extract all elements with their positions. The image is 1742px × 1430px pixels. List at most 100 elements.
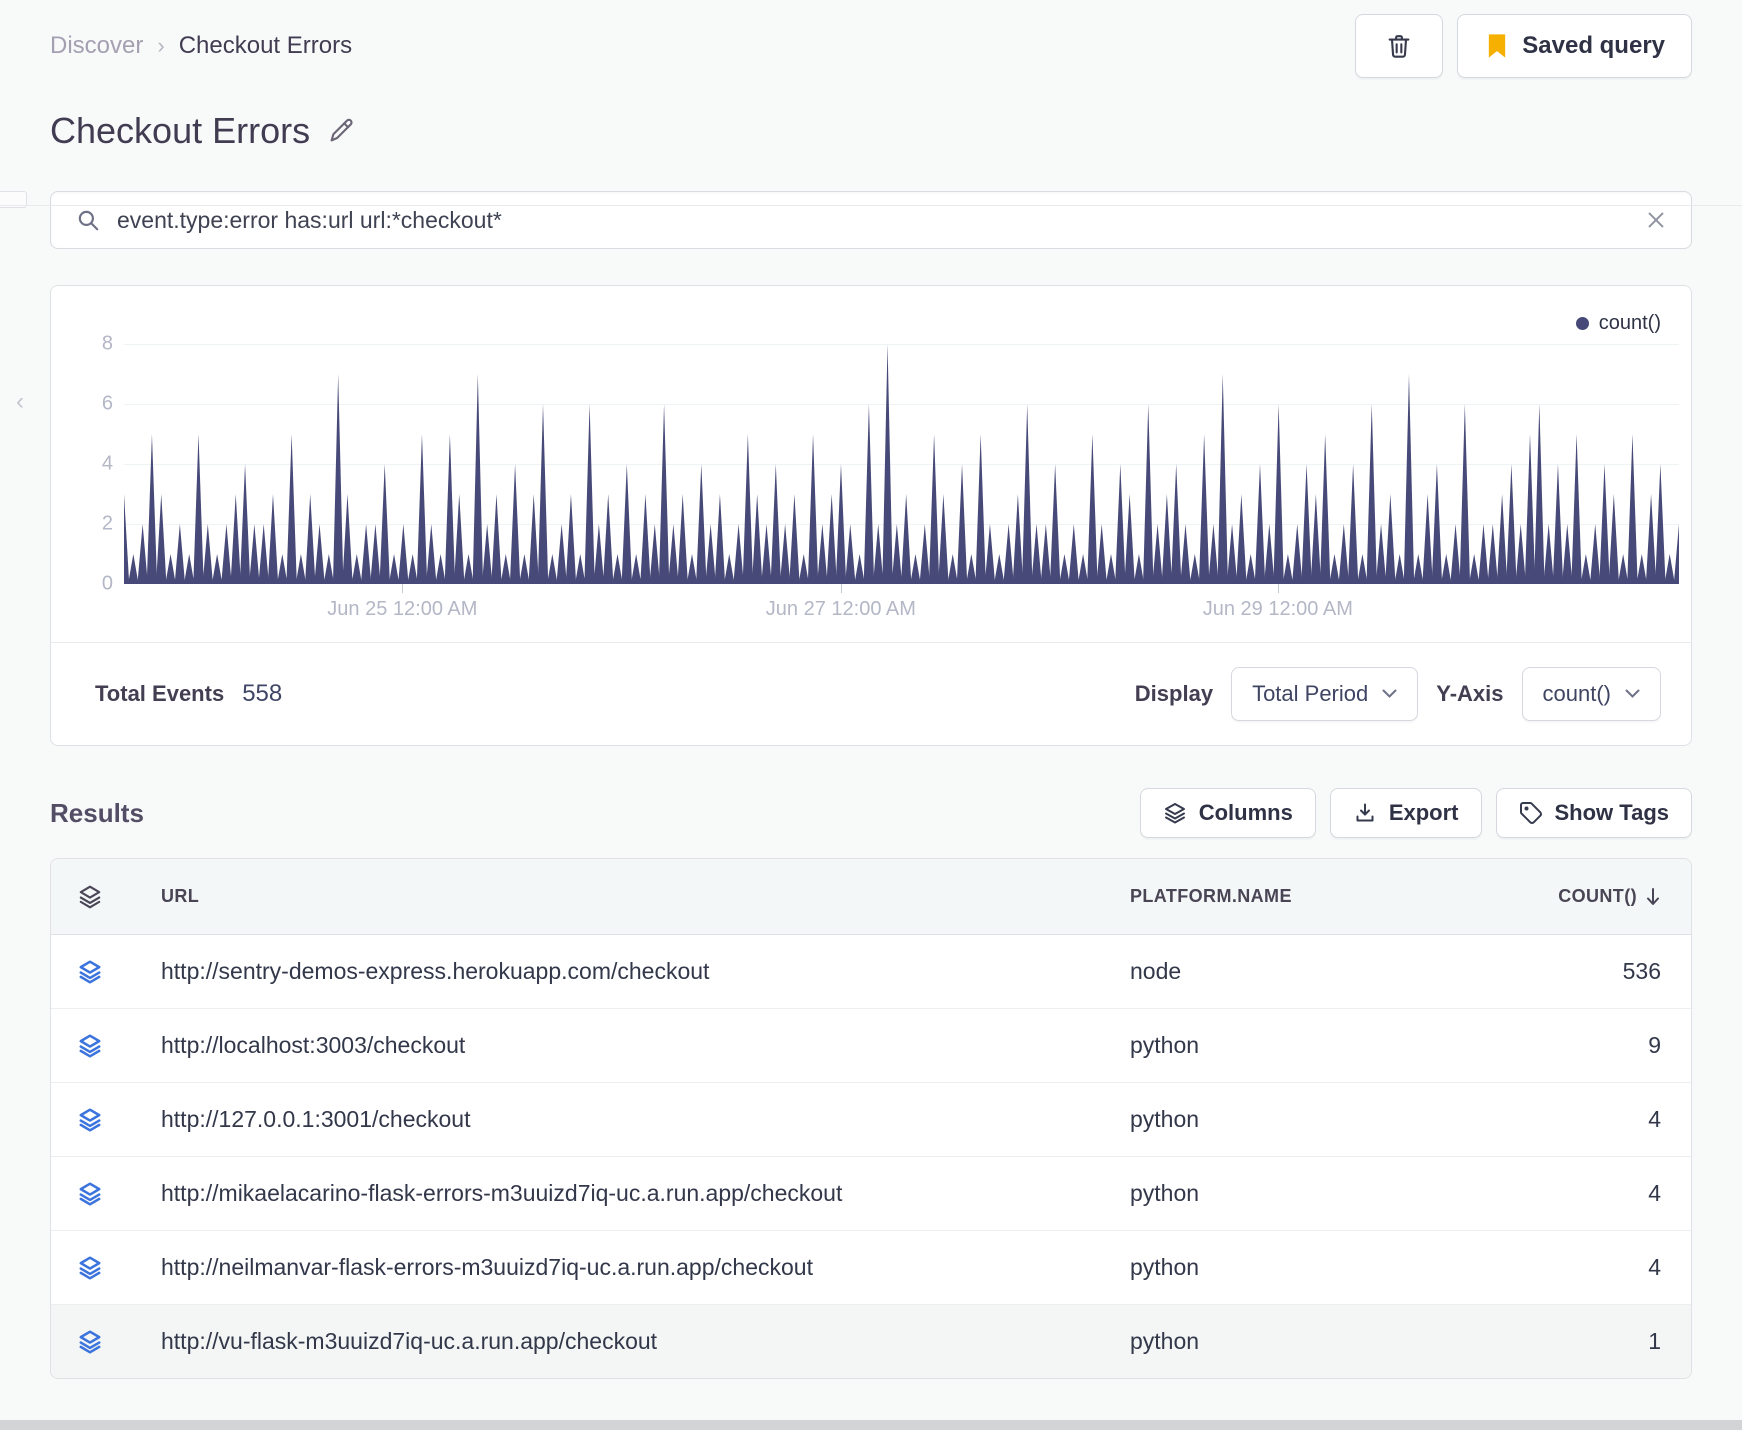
layers-icon (77, 959, 135, 985)
display-label: Display (1134, 681, 1214, 706)
close-icon[interactable] (1645, 209, 1667, 231)
column-header-count[interactable]: COUNT() (1491, 886, 1661, 907)
layers-icon[interactable] (77, 884, 135, 910)
sidebar-tab[interactable] (0, 191, 27, 208)
breadcrumb-current: Checkout Errors (178, 32, 353, 59)
legend-dot-icon (1575, 317, 1589, 330)
chevron-down-icon (1382, 689, 1397, 699)
sidebar-collapse-icon[interactable]: ‹ (16, 388, 24, 415)
y-tick-label: 0 (101, 572, 113, 595)
row-platform: node (1130, 958, 1182, 984)
y-axis-select-value: count() (1542, 681, 1611, 706)
sort-desc-arrow-icon (1645, 887, 1661, 906)
horizontal-scrollbar[interactable] (0, 1420, 1742, 1430)
page-title: Checkout Errors (50, 110, 1692, 152)
total-events-label: Total Events (95, 681, 225, 706)
table-body: http://sentry-demos-express.herokuapp.co… (51, 935, 1691, 1378)
row-platform: python (1130, 1180, 1200, 1206)
row-count: 4 (1648, 1254, 1661, 1280)
y-tick-label: 4 (101, 452, 113, 475)
layers-icon (1163, 801, 1187, 825)
row-platform: python (1130, 1106, 1200, 1132)
search-bar[interactable]: event.type:error has:url url:*checkout* (50, 191, 1692, 249)
table-row[interactable]: http://localhost:3003/checkout python 9 (51, 1008, 1691, 1082)
layers-icon (77, 1033, 135, 1059)
chevron-right-icon: › (157, 33, 165, 58)
chart-plot[interactable] (124, 344, 1679, 584)
results-heading: Results (50, 797, 144, 828)
search-input[interactable]: event.type:error has:url url:*checkout* (117, 206, 502, 233)
top-bar: Discover › Checkout Errors (50, 0, 1692, 78)
x-tick-label: Jun 27 12:00 AM (765, 598, 916, 620)
legend-label: count() (1598, 312, 1661, 334)
show-tags-label: Show Tags (1554, 800, 1670, 825)
display-select[interactable]: Total Period (1231, 667, 1419, 721)
row-url[interactable]: http://localhost:3003/checkout (161, 1032, 466, 1058)
row-url[interactable]: http://vu-flask-m3uuizd7iq-uc.a.run.app/… (161, 1328, 658, 1354)
tag-icon (1519, 801, 1543, 825)
row-count: 536 (1622, 958, 1661, 984)
table-row[interactable]: http://sentry-demos-express.herokuapp.co… (51, 935, 1691, 1008)
search-icon (75, 207, 101, 233)
row-url[interactable]: http://neilmanvar-flask-errors-m3uuizd7i… (161, 1254, 813, 1280)
layers-icon (77, 1255, 135, 1281)
download-icon (1353, 801, 1377, 825)
row-platform: python (1130, 1032, 1200, 1058)
show-tags-button[interactable]: Show Tags (1495, 788, 1692, 838)
y-axis-select[interactable]: count() (1521, 667, 1661, 721)
table-row[interactable]: http://127.0.0.1:3001/checkout python 4 (51, 1082, 1691, 1156)
results-table: URL PLATFORM.NAME COUNT() http://sentry-… (50, 858, 1692, 1379)
x-tick-label: Jun 29 12:00 AM (1202, 598, 1353, 620)
row-url[interactable]: http://mikaelacarino-flask-errors-m3uuiz… (161, 1180, 843, 1206)
y-tick-label: 2 (101, 512, 113, 535)
row-count: 4 (1648, 1106, 1661, 1132)
results-header: Results Columns Expo (50, 788, 1692, 838)
x-tick-mark (402, 584, 404, 593)
y-tick-label: 8 (101, 332, 113, 355)
edit-pencil-icon[interactable] (326, 116, 356, 146)
top-actions: Saved query (1355, 14, 1692, 78)
y-axis-label: Y-Axis (1436, 681, 1504, 706)
display-select-value: Total Period (1252, 681, 1369, 706)
columns-button[interactable]: Columns (1139, 788, 1316, 838)
column-header-platform[interactable]: PLATFORM.NAME (1130, 886, 1292, 906)
chart-legend[interactable]: count() (1575, 312, 1661, 335)
row-url[interactable]: http://sentry-demos-express.herokuapp.co… (161, 958, 710, 984)
chart-x-axis: Jun 25 12:00 AM Jun 27 12:00 AM Jun 29 12:… (124, 584, 1679, 630)
x-tick-mark (1277, 584, 1279, 593)
x-tick-label: Jun 25 12:00 AM (327, 598, 478, 620)
table-header-row: URL PLATFORM.NAME COUNT() (51, 859, 1691, 935)
trash-icon (1385, 32, 1413, 60)
table-row[interactable]: http://vu-flask-m3uuizd7iq-uc.a.run.app/… (51, 1304, 1691, 1378)
column-header-url[interactable]: URL (161, 886, 200, 906)
page-title-text: Checkout Errors (50, 110, 311, 151)
chevron-down-icon (1625, 689, 1640, 699)
total-events-value: 558 (242, 680, 283, 707)
row-url[interactable]: http://127.0.0.1:3001/checkout (161, 1106, 471, 1132)
chart-footer: Total Events 558 Display Total Period Y-… (51, 642, 1691, 745)
breadcrumb-discover[interactable]: Discover (50, 32, 144, 59)
layers-icon (77, 1181, 135, 1207)
saved-query-label: Saved query (1522, 32, 1665, 59)
delete-query-button[interactable] (1355, 14, 1444, 78)
chart-y-axis: 0 2 4 6 8 (51, 333, 113, 595)
breadcrumb: Discover › Checkout Errors (50, 32, 352, 60)
table-row[interactable]: http://mikaelacarino-flask-errors-m3uuiz… (51, 1156, 1691, 1230)
export-button[interactable]: Export (1329, 788, 1482, 838)
table-row[interactable]: http://neilmanvar-flask-errors-m3uuizd7i… (51, 1230, 1691, 1304)
layers-icon (77, 1107, 135, 1133)
row-count: 9 (1648, 1032, 1661, 1058)
row-count: 4 (1648, 1180, 1661, 1206)
events-chart-panel: count() 0 2 4 6 8 Jun 25 12:00 AM Jun 27 12:0… (50, 285, 1692, 746)
row-platform: python (1130, 1254, 1200, 1280)
row-platform: python (1130, 1328, 1200, 1354)
header-divider (0, 205, 1742, 206)
saved-query-button[interactable]: Saved query (1457, 14, 1692, 78)
export-label: Export (1388, 800, 1459, 825)
layers-icon (77, 1329, 135, 1355)
x-tick-mark (840, 584, 842, 593)
columns-label: Columns (1198, 800, 1293, 825)
y-tick-label: 6 (101, 392, 113, 415)
row-count: 1 (1648, 1328, 1661, 1354)
